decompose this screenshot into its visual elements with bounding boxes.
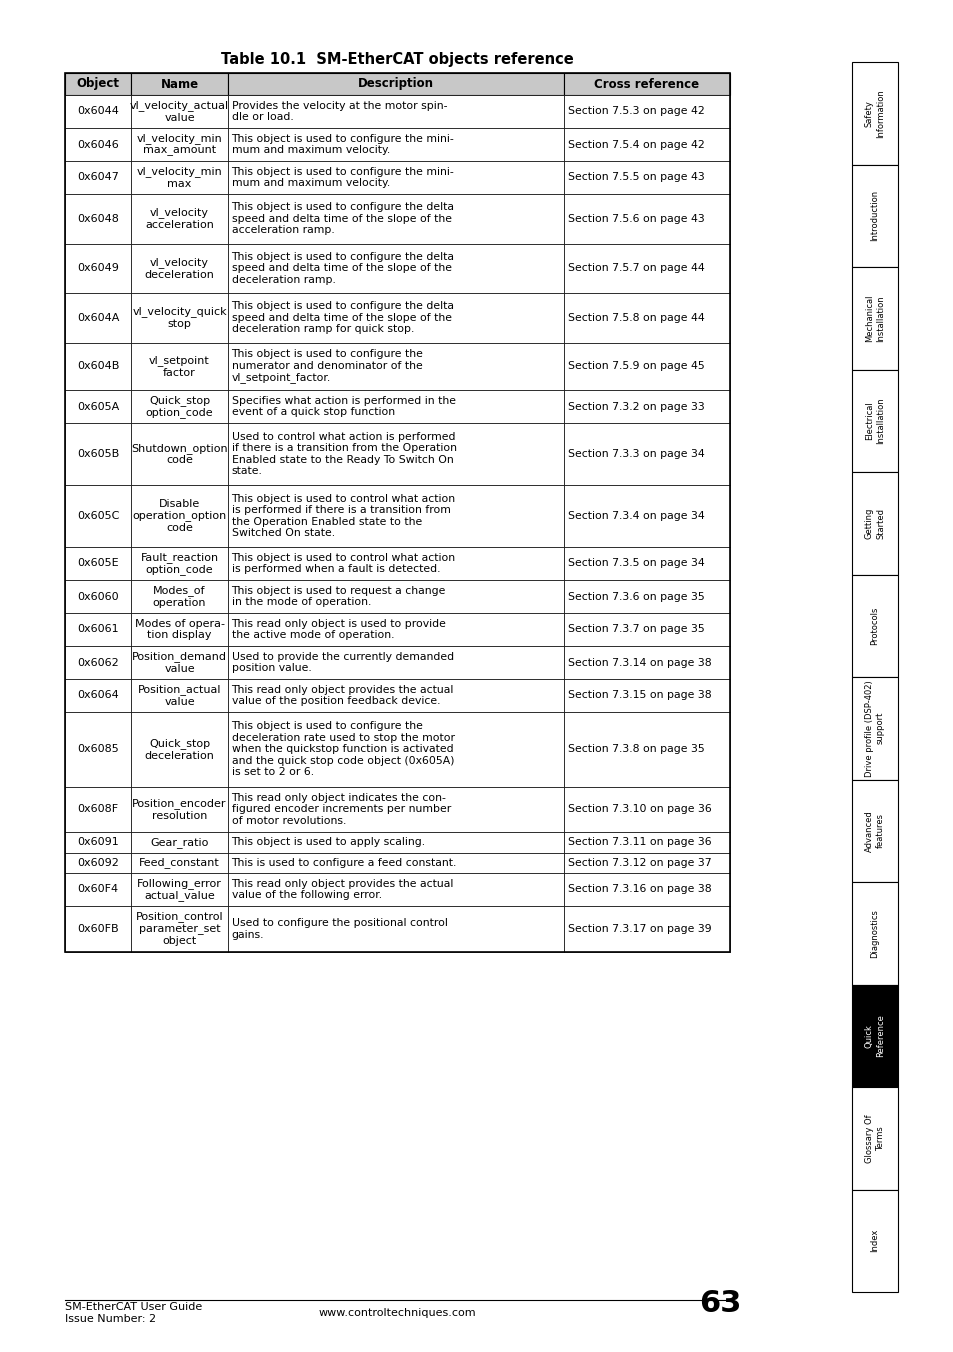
Bar xyxy=(132,293,228,342)
Bar xyxy=(65,646,132,679)
Text: Section 7.3.14 on page 38: Section 7.3.14 on page 38 xyxy=(567,657,711,668)
Bar xyxy=(851,677,897,780)
Text: Introduction: Introduction xyxy=(869,191,879,241)
Bar xyxy=(228,95,563,128)
Bar xyxy=(65,342,132,389)
Text: Object: Object xyxy=(76,77,120,91)
Text: vl_velocity_min
max_amount: vl_velocity_min max_amount xyxy=(136,132,222,157)
Text: Used to control what action is performed
if there is a transition from the Opera: Used to control what action is performed… xyxy=(232,431,456,476)
Bar xyxy=(65,95,132,128)
Bar xyxy=(563,342,729,389)
Text: Section 7.5.7 on page 44: Section 7.5.7 on page 44 xyxy=(567,264,703,273)
Text: Section 7.5.9 on page 45: Section 7.5.9 on page 45 xyxy=(567,361,703,372)
Bar xyxy=(132,873,228,906)
Bar xyxy=(132,679,228,713)
Bar xyxy=(65,853,132,873)
Bar xyxy=(228,423,563,485)
Bar xyxy=(228,73,563,95)
Text: Position_control
parameter_set
object: Position_control parameter_set object xyxy=(135,911,223,946)
Bar xyxy=(132,713,228,787)
Text: vl_velocity_actual
value: vl_velocity_actual value xyxy=(130,100,229,123)
Text: 0x605C: 0x605C xyxy=(77,511,119,521)
Bar xyxy=(228,612,563,646)
Bar xyxy=(132,389,228,423)
Text: Feed_constant: Feed_constant xyxy=(139,857,220,868)
Bar xyxy=(851,575,897,677)
Bar xyxy=(65,787,132,831)
Bar xyxy=(132,548,228,580)
Text: Section 7.3.11 on page 36: Section 7.3.11 on page 36 xyxy=(567,837,711,848)
Text: Position_actual
value: Position_actual value xyxy=(137,684,221,707)
Text: 0x6044: 0x6044 xyxy=(77,107,119,116)
Bar xyxy=(132,906,228,952)
Bar xyxy=(132,342,228,389)
Bar xyxy=(65,580,132,612)
Bar xyxy=(851,472,897,575)
Bar xyxy=(132,161,228,193)
Text: This read only object is used to provide
the active mode of operation.: This read only object is used to provide… xyxy=(232,619,446,641)
Text: Section 7.5.4 on page 42: Section 7.5.4 on page 42 xyxy=(567,139,703,150)
Bar xyxy=(65,73,132,95)
Text: Following_error
actual_value: Following_error actual_value xyxy=(137,877,222,902)
Bar xyxy=(563,193,729,243)
Bar xyxy=(228,906,563,952)
Text: 0x6061: 0x6061 xyxy=(77,625,119,634)
Text: 0x6046: 0x6046 xyxy=(77,139,119,150)
Text: Quick_stop
option_code: Quick_stop option_code xyxy=(146,395,213,418)
Text: 0x6060: 0x6060 xyxy=(77,592,119,602)
Text: Modes of opera-
tion display: Modes of opera- tion display xyxy=(134,619,224,641)
Text: 0x6085: 0x6085 xyxy=(77,744,119,754)
Text: Section 7.3.15 on page 38: Section 7.3.15 on page 38 xyxy=(567,691,711,700)
Bar xyxy=(563,646,729,679)
Bar xyxy=(563,831,729,853)
Text: Cross reference: Cross reference xyxy=(594,77,699,91)
Text: This object is used to configure the mini-
mum and maximum velocity.: This object is used to configure the min… xyxy=(232,166,454,188)
Bar xyxy=(228,243,563,293)
Text: 0x605A: 0x605A xyxy=(77,402,119,411)
Text: vl_velocity
acceleration: vl_velocity acceleration xyxy=(145,207,213,230)
Bar xyxy=(65,485,132,548)
Text: Section 7.3.16 on page 38: Section 7.3.16 on page 38 xyxy=(567,884,711,895)
Text: Section 7.3.8 on page 35: Section 7.3.8 on page 35 xyxy=(567,744,703,754)
Text: Issue Number: 2: Issue Number: 2 xyxy=(65,1314,156,1324)
Bar xyxy=(228,679,563,713)
Bar xyxy=(132,485,228,548)
Text: 0x6091: 0x6091 xyxy=(77,837,119,848)
Bar xyxy=(563,580,729,612)
Bar xyxy=(65,193,132,243)
Text: This read only object provides the actual
value of the following error.: This read only object provides the actua… xyxy=(232,879,454,900)
Bar xyxy=(228,580,563,612)
Bar xyxy=(132,612,228,646)
Bar xyxy=(228,713,563,787)
Text: 0x6092: 0x6092 xyxy=(77,857,119,868)
Text: Section 7.3.5 on page 34: Section 7.3.5 on page 34 xyxy=(567,558,703,568)
Text: Disable
operation_option
code: Disable operation_option code xyxy=(132,499,227,533)
Bar xyxy=(65,243,132,293)
Bar xyxy=(132,787,228,831)
Bar xyxy=(65,873,132,906)
Bar xyxy=(132,853,228,873)
Text: Position_encoder
resolution: Position_encoder resolution xyxy=(132,798,227,821)
Bar xyxy=(563,243,729,293)
Text: Drive profile (DSP-402)
support: Drive profile (DSP-402) support xyxy=(864,680,884,776)
Text: Section 7.5.6 on page 43: Section 7.5.6 on page 43 xyxy=(567,214,703,223)
Bar xyxy=(228,128,563,161)
Bar xyxy=(65,389,132,423)
Text: Protocols: Protocols xyxy=(869,607,879,645)
Bar xyxy=(563,293,729,342)
Text: Section 7.5.8 on page 44: Section 7.5.8 on page 44 xyxy=(567,312,703,323)
Text: Advanced
features: Advanced features xyxy=(864,810,884,852)
Text: This read only object provides the actual
value of the position feedback device.: This read only object provides the actua… xyxy=(232,684,454,706)
Bar xyxy=(851,1190,897,1293)
Bar xyxy=(851,369,897,472)
Bar xyxy=(132,831,228,853)
Bar xyxy=(228,485,563,548)
Text: SM-EtherCAT User Guide: SM-EtherCAT User Guide xyxy=(65,1302,202,1311)
Text: Used to configure the positional control
gains.: Used to configure the positional control… xyxy=(232,918,447,940)
Bar xyxy=(228,293,563,342)
Text: 0x60F4: 0x60F4 xyxy=(77,884,119,895)
Text: Section 7.3.12 on page 37: Section 7.3.12 on page 37 xyxy=(567,857,711,868)
Text: vl_setpoint
factor: vl_setpoint factor xyxy=(149,356,210,377)
Bar xyxy=(65,548,132,580)
Text: This is used to configure a feed constant.: This is used to configure a feed constan… xyxy=(232,857,456,868)
